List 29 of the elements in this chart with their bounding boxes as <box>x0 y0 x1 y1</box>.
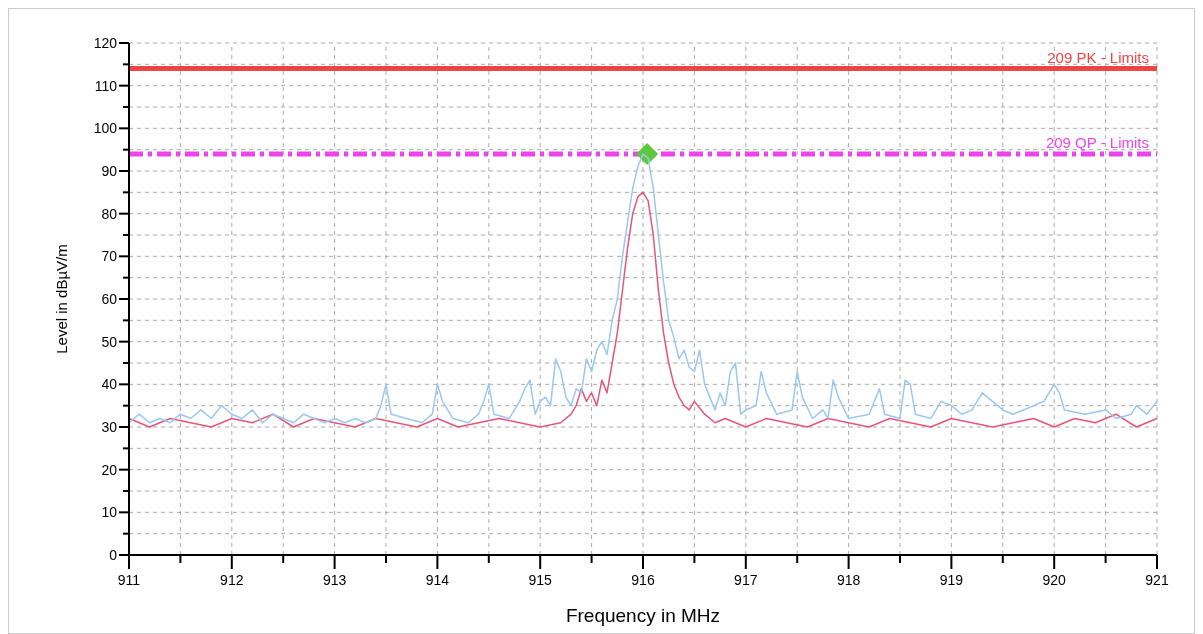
ref-line-label: 209 QP - Limits <box>1045 133 1149 151</box>
y-tick-label: 120 <box>93 34 118 51</box>
x-tick-label: 919 <box>939 572 964 588</box>
y-tick-label: 110 <box>94 77 118 94</box>
y-tick-label: 0 <box>109 546 118 563</box>
y-tick-label: 10 <box>101 504 118 521</box>
x-tick-label: 913 <box>322 572 347 588</box>
y-tick-label: 80 <box>101 205 118 222</box>
x-tick-label: 921 <box>1145 572 1169 588</box>
x-tick-label: 915 <box>528 572 553 588</box>
x-tick-label: 918 <box>836 572 861 588</box>
line-series <box>128 191 1158 428</box>
y-tick-label: 70 <box>101 248 118 265</box>
ref-line-label: 209 PK - Limits <box>1047 48 1149 66</box>
y-tick-label: 50 <box>101 333 118 350</box>
x-axis-title: Frequency in MHz <box>565 605 721 626</box>
x-tick-label: 920 <box>1042 572 1067 588</box>
x-tick-label: 916 <box>631 572 655 588</box>
y-tick-label: 40 <box>101 376 118 393</box>
x-tick-label: 911 <box>117 572 141 588</box>
y-tick-label: 20 <box>101 461 118 478</box>
x-tick-label: 917 <box>734 572 758 588</box>
y-tick-label: 30 <box>101 418 118 435</box>
y-tick-label: 90 <box>101 162 118 179</box>
x-tick-label: 912 <box>220 572 244 588</box>
x-tick-label: 914 <box>425 572 450 588</box>
y-tick-label: 60 <box>101 290 118 307</box>
y-axis-title: Level in dBµV/m <box>53 244 70 354</box>
y-tick-label: 100 <box>93 120 118 137</box>
